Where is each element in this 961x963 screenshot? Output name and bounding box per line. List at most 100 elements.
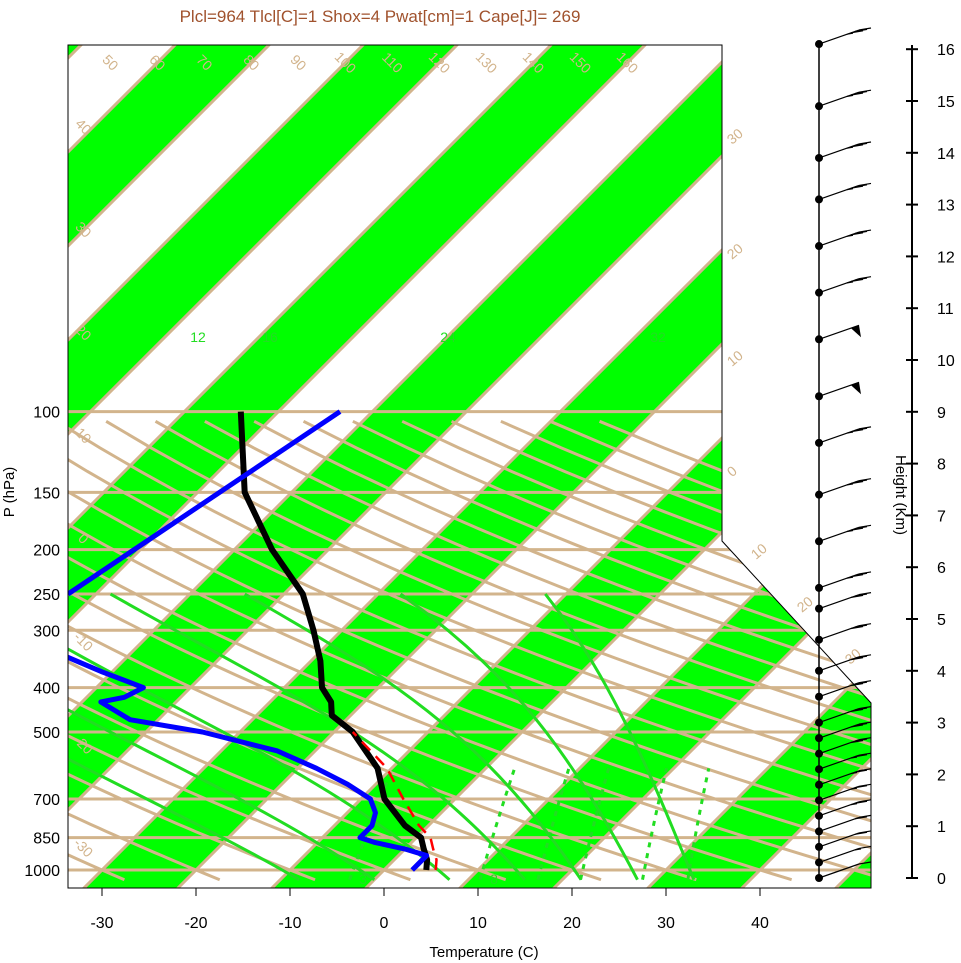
axes-layer: -30 -20 -10 0 10 20 30 401001502002503004005007…	[24, 42, 954, 932]
wind-feather	[858, 721, 872, 725]
wind-feather	[850, 574, 864, 578]
wind-feather	[854, 831, 868, 835]
isotherm-band	[458, 45, 871, 888]
wind-feather	[858, 799, 872, 803]
wind-feather	[850, 625, 864, 630]
wind-feather	[854, 142, 868, 146]
isotherm-line	[456, 45, 871, 888]
wind-half-feather	[850, 771, 858, 775]
wind-feather	[854, 707, 868, 711]
series-layer	[68, 409, 438, 872]
wind-feather	[850, 480, 864, 485]
pressure-tick-label: 100	[33, 405, 60, 422]
parcel-path	[351, 731, 438, 871]
wind-feather	[854, 816, 868, 820]
wind-feather	[858, 524, 872, 528]
upper-moisture-line	[68, 409, 342, 597]
wind-feather	[854, 526, 868, 530]
wind-half-feather	[854, 848, 862, 851]
wind-feather	[858, 89, 872, 93]
wind-half-feather	[846, 431, 854, 434]
dry-adiabat	[68, 420, 871, 882]
mixing-ratio-line	[579, 767, 611, 881]
mixing-ratio-line	[478, 767, 517, 881]
wind-barb	[818, 847, 860, 864]
mixing-ratio-line	[536, 767, 571, 881]
height-tick-label: 10	[937, 353, 955, 370]
wind-feather	[850, 185, 864, 189]
wind-feather	[850, 708, 864, 712]
wind-feather	[850, 527, 864, 531]
moist-adiabat	[544, 593, 696, 881]
wind-feather	[854, 427, 868, 431]
wind-feather	[858, 229, 872, 233]
wind-feather	[854, 769, 868, 773]
dry-adiabat-label: -10	[71, 629, 97, 655]
wind-feather	[858, 426, 872, 430]
mixing-ratio-line	[641, 767, 669, 880]
height-tick-label: 6	[937, 560, 946, 577]
pressure-tick-label: 500	[33, 725, 60, 742]
x-tick-label: 20	[563, 915, 581, 932]
height-tick-label: 8	[937, 457, 946, 474]
mixing-ratio-label: 3	[359, 871, 367, 887]
isotherm-line	[550, 45, 871, 888]
wind-half-feather	[846, 32, 854, 35]
wind-feather	[854, 785, 868, 789]
moist-adiabat	[399, 592, 639, 881]
wind-feather	[858, 680, 872, 684]
pressure-tick-label: 850	[33, 831, 60, 848]
isotherm-line	[68, 45, 464, 888]
dry-adiabat-label: 130	[473, 49, 501, 77]
wind-feather	[858, 27, 872, 31]
wind-half-feather	[850, 787, 858, 790]
isotherm-line	[68, 45, 746, 888]
wind-feather	[854, 800, 868, 804]
height-tick-label: 13	[937, 198, 955, 215]
dry-adiabat	[68, 420, 221, 882]
wind-feather	[850, 682, 864, 687]
wind-feather	[858, 768, 872, 772]
isotherm-label: 10	[724, 347, 746, 369]
x-tick-label: -10	[278, 915, 301, 932]
isotherm-label: 30	[724, 125, 746, 147]
wind-feather	[850, 92, 864, 96]
height-tick-label: 9	[937, 405, 946, 422]
wind-half-feather	[850, 803, 858, 806]
isotherm-label: 20	[794, 593, 816, 615]
height-tick-label: 11	[937, 301, 954, 318]
pressure-tick-label: 300	[33, 623, 60, 640]
wind-half-feather	[850, 756, 858, 759]
height-tick-label: 5	[937, 612, 946, 629]
wind-half-feather	[846, 188, 854, 191]
dry-adiabat	[302, 419, 871, 882]
height-tick-label: 0	[937, 871, 946, 888]
wind-pennant	[851, 325, 861, 338]
wind-barb	[818, 832, 860, 848]
wind-half-feather	[846, 483, 854, 486]
mixing-ratio-label: 24	[440, 329, 456, 345]
wind-feather	[854, 754, 868, 758]
wind-feather	[858, 141, 872, 145]
wind-feather	[850, 594, 864, 599]
height-axis-label: Height (Km)	[892, 455, 909, 535]
x-tick-label: 30	[657, 915, 675, 932]
dry-adiabat	[204, 419, 871, 882]
wind-barb	[818, 324, 860, 340]
moist-adiabat	[244, 592, 583, 881]
wind-feather	[858, 783, 872, 787]
wind-feather	[854, 184, 868, 188]
wind-barb	[818, 863, 860, 879]
dry-adiabat	[253, 419, 871, 882]
wind-feather	[858, 478, 872, 482]
isotherm-line	[68, 45, 370, 888]
wind-feather	[850, 30, 864, 34]
dry-adiabat	[68, 420, 871, 882]
mixing-ratio-label: 32	[650, 329, 666, 345]
dry-adiabat	[68, 420, 507, 882]
pressure-tick-label: 1000	[24, 863, 60, 880]
height-tick-label: 15	[937, 94, 955, 111]
wind-feather	[850, 429, 864, 433]
dry-adiabat	[68, 420, 697, 882]
